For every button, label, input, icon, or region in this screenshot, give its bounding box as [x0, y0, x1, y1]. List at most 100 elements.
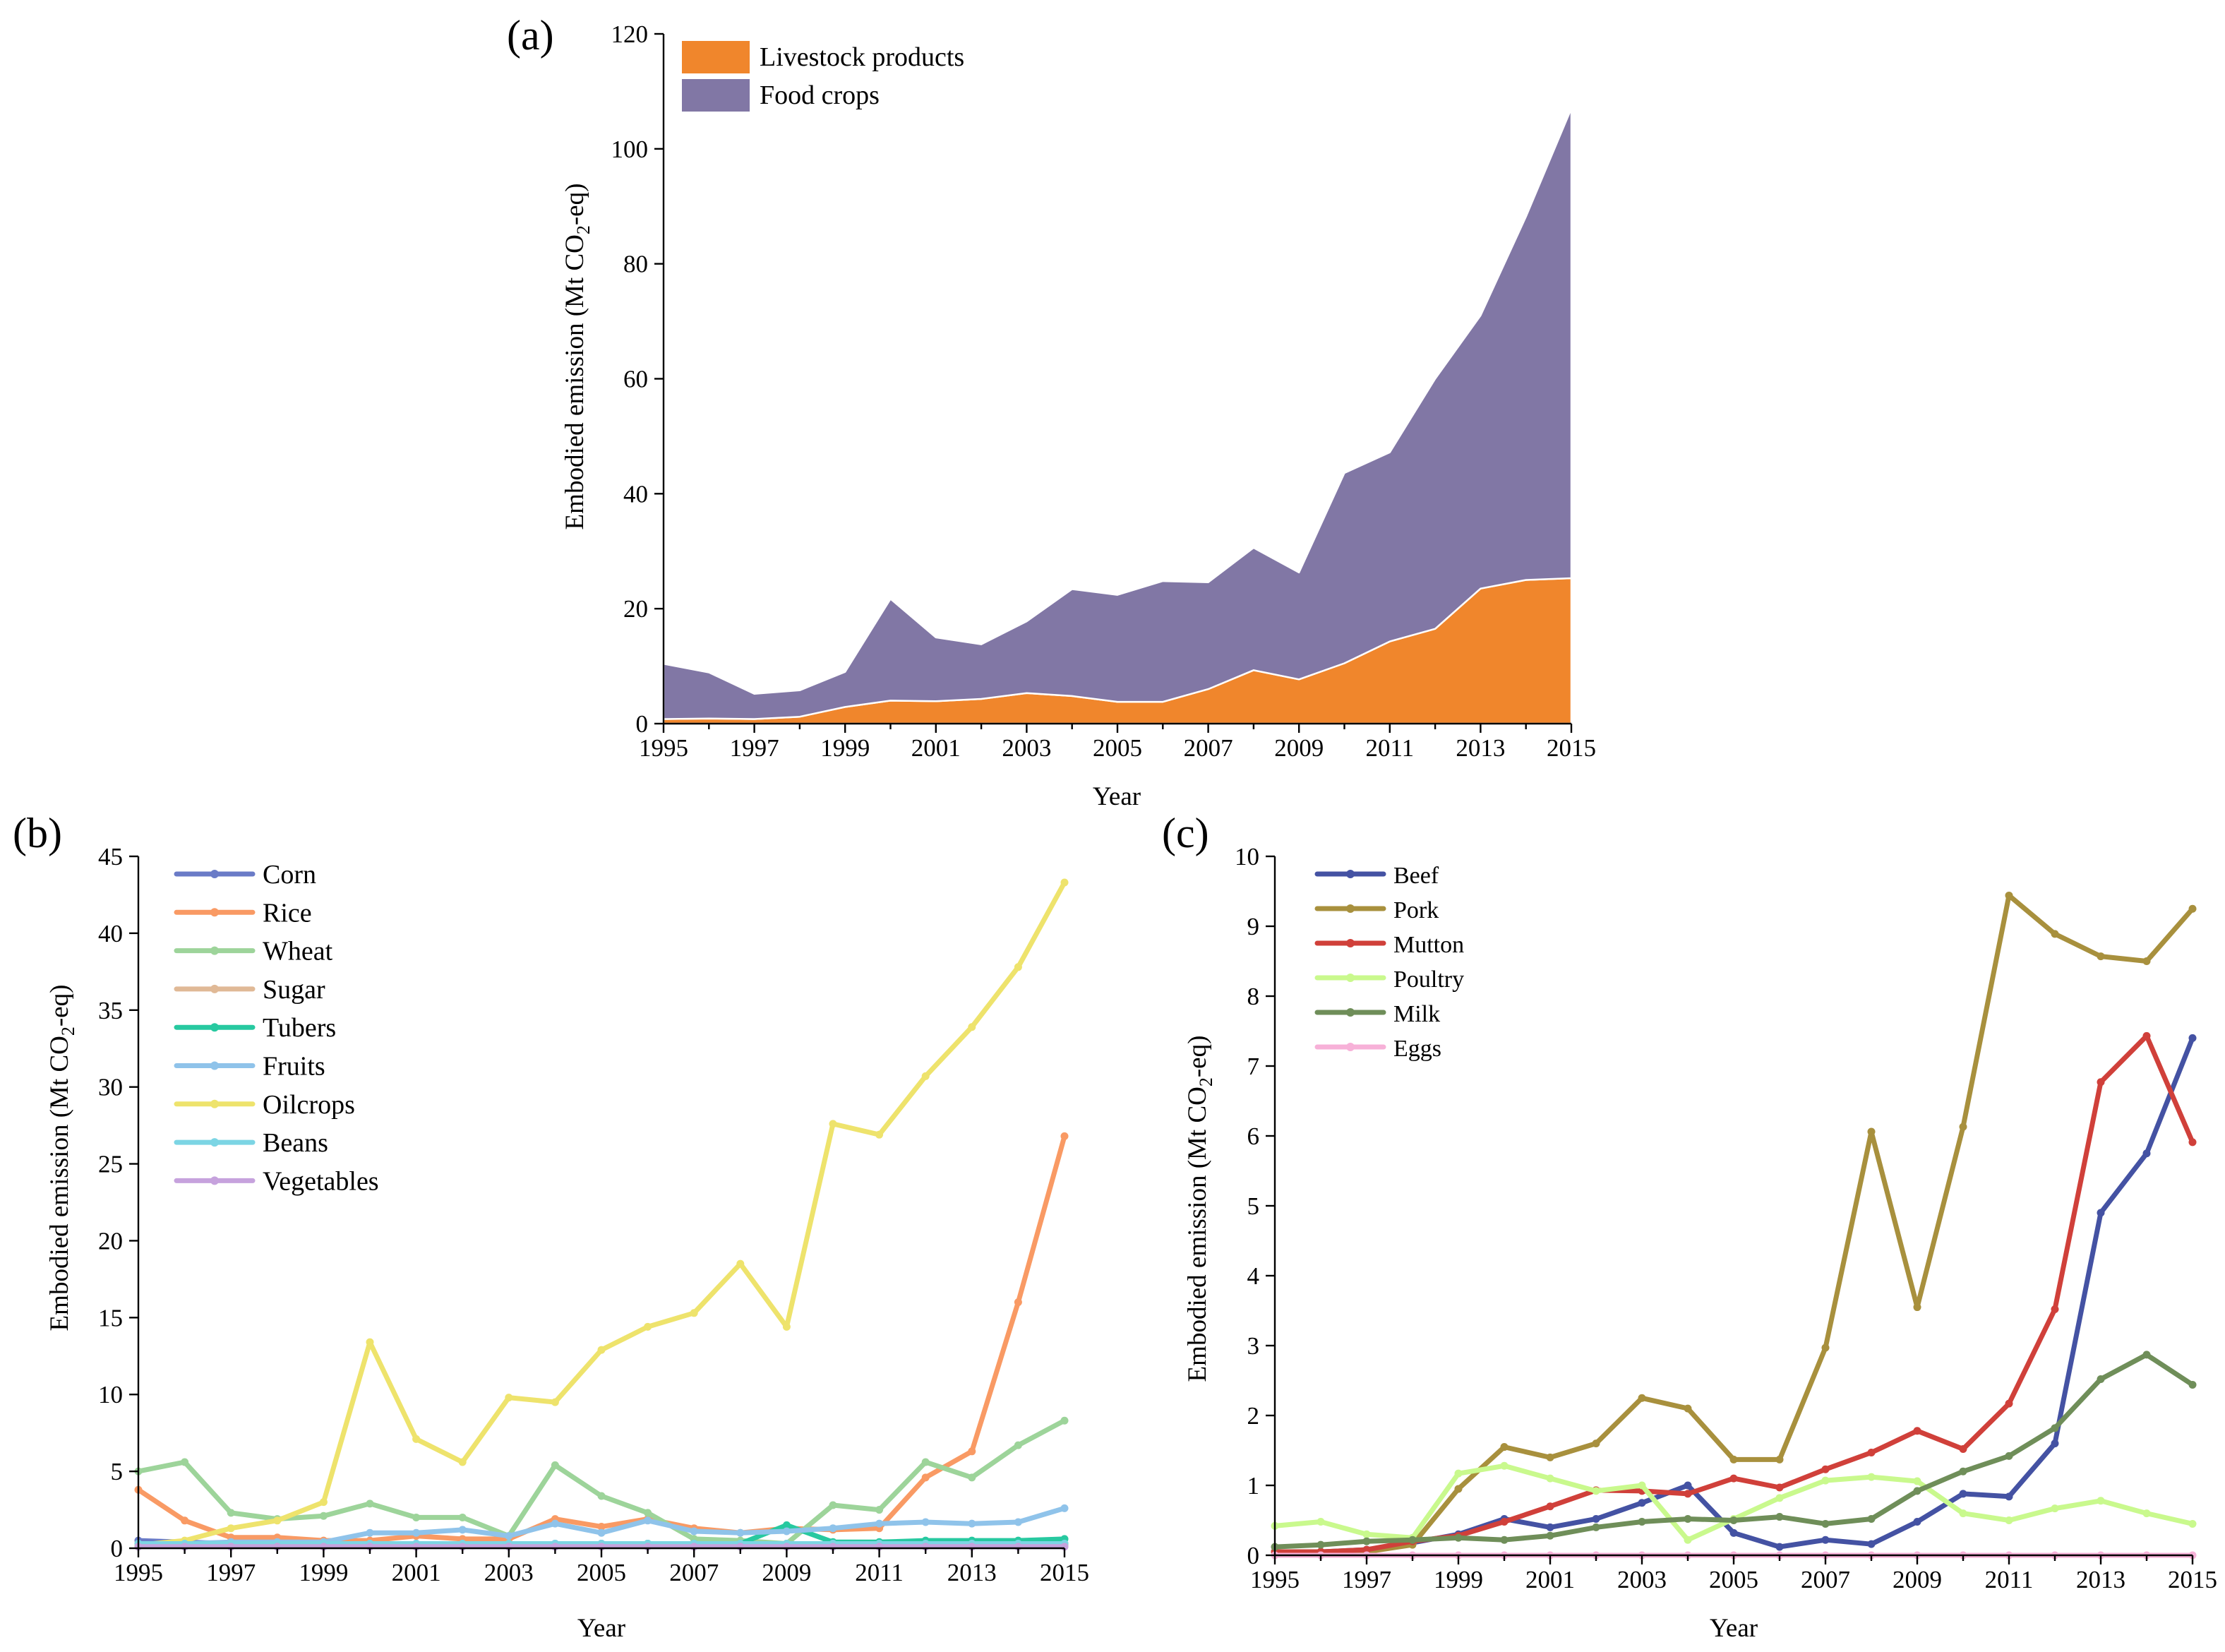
y-tick-label: 5 [111, 1458, 124, 1485]
y-tick-label: 1 [1247, 1472, 1260, 1500]
y-title-subscript: 2 [573, 225, 594, 234]
point-pork [1454, 1485, 1463, 1493]
point-poultry [2051, 1504, 2059, 1513]
point-milk [2188, 1380, 2197, 1389]
point-mutton [1546, 1502, 1554, 1511]
point-pork [1775, 1455, 1784, 1464]
x-tick-label: 2007 [669, 1559, 719, 1586]
series-milk [1271, 1351, 2197, 1551]
legend-label-mutton: Mutton [1393, 932, 1464, 958]
legend-marker-beans [210, 1138, 219, 1147]
panel-c-x-axis-title: Year [1710, 1614, 1758, 1643]
x-tick-label: 2009 [1274, 734, 1324, 762]
point-pork [1913, 1303, 1921, 1312]
x-tick-label: 2011 [1365, 734, 1414, 762]
point-tubers [782, 1521, 791, 1529]
panel-b-y-axis-title: Embodied emission (Mt CO2-eq) [45, 985, 78, 1331]
point-milk [1592, 1523, 1600, 1531]
point-wheat [1014, 1441, 1022, 1449]
point-mutton [1362, 1545, 1371, 1554]
y-title-end: -eq) [560, 184, 589, 226]
x-tick-label: 1999 [820, 734, 870, 762]
point-wheat [1060, 1416, 1069, 1425]
point-poultry [1821, 1476, 1830, 1485]
x-tick-label: 2001 [911, 734, 961, 762]
point-beef [1684, 1481, 1692, 1490]
point-mutton [1775, 1483, 1784, 1492]
x-tick-label: 1997 [730, 734, 779, 762]
point-fruits [968, 1519, 976, 1528]
series-vegetables [134, 1543, 1069, 1551]
y-tick-label: 80 [623, 251, 648, 278]
point-oilcrops [782, 1322, 791, 1331]
y-tick-label: 35 [98, 997, 123, 1024]
legend-marker-eggs [1346, 1043, 1355, 1051]
point-pork [1729, 1455, 1738, 1464]
point-beef [2142, 1149, 2151, 1158]
point-pork [2097, 952, 2105, 961]
x-tick-label: 2005 [1093, 734, 1142, 762]
y-title-end: -eq) [1183, 1036, 1212, 1078]
point-oilcrops [690, 1309, 698, 1317]
point-mutton [1821, 1465, 1830, 1473]
point-beef [1775, 1543, 1784, 1551]
point-wheat [458, 1513, 467, 1521]
point-mutton [1867, 1448, 1876, 1456]
point-milk [1500, 1536, 1509, 1544]
y-tick-label: 100 [611, 136, 649, 163]
x-tick-label: 1997 [206, 1559, 256, 1586]
y-tick-label: 15 [98, 1304, 123, 1331]
y-title-main: Embodied emission (Mt CO [560, 234, 589, 529]
legend-marker-fruits [210, 1061, 219, 1070]
point-pork [2005, 891, 2013, 899]
x-tick-label: 2003 [1617, 1566, 1667, 1593]
point-beef [1867, 1540, 1876, 1548]
x-tick-label: 2011 [1985, 1566, 2034, 1593]
point-milk [1913, 1487, 1921, 1495]
legend-label-eggs: Eggs [1393, 1036, 1441, 1062]
legend-marker-poultry [1346, 974, 1355, 982]
legend-marker-tubers [210, 1023, 219, 1032]
point-fruits [644, 1516, 652, 1525]
y-tick-label: 3 [1247, 1332, 1260, 1360]
series-oilcrops [134, 878, 1069, 1550]
point-mutton [1729, 1474, 1738, 1483]
legend-label-oilcrops: Oilcrops [263, 1090, 355, 1120]
point-pork [1638, 1394, 1646, 1402]
panel-a-areas [662, 107, 1573, 725]
area-food-crops [662, 107, 1573, 720]
panel-c-line-chart: (c) 1995 1997 1999 2001 2003 2005 2007 2009 2011… [1162, 810, 2217, 1643]
point-poultry [2097, 1497, 2105, 1505]
point-poultry [1592, 1487, 1600, 1495]
legend-marker-beef [1346, 870, 1355, 878]
point-oilcrops [319, 1498, 328, 1507]
x-tick-label: 2007 [1184, 734, 1233, 762]
point-poultry [1913, 1477, 1921, 1485]
point-fruits [1060, 1504, 1069, 1512]
point-poultry [1775, 1494, 1784, 1502]
x-tick-label: 2009 [762, 1559, 811, 1586]
point-milk [1317, 1540, 1325, 1549]
point-fruits [366, 1528, 374, 1537]
y-title-end: -eq) [45, 985, 74, 1027]
point-rice [968, 1447, 976, 1456]
point-mutton [2142, 1031, 2151, 1040]
y-tick-label: 9 [1247, 913, 1260, 940]
point-milk [1775, 1513, 1784, 1521]
point-fruits [829, 1524, 837, 1533]
legend-marker-mutton [1346, 939, 1355, 947]
point-milk [1821, 1519, 1830, 1528]
legend-label-beef: Beef [1393, 863, 1439, 889]
legend-marker-pork [1346, 904, 1355, 913]
point-wheat [829, 1501, 837, 1509]
legend-label-vegetables: Vegetables [263, 1166, 379, 1196]
y-tick-label: 6 [1247, 1123, 1260, 1150]
panel-c-y-axis-title: Embodied emission (Mt CO2-eq) [1183, 1036, 1216, 1382]
point-mutton [2051, 1305, 2059, 1314]
x-tick-label: 2013 [1456, 734, 1505, 762]
point-wheat [412, 1513, 421, 1521]
point-pork [1684, 1404, 1692, 1413]
point-fruits [458, 1526, 467, 1534]
x-tick-label: 2001 [392, 1559, 441, 1586]
point-mutton [2005, 1399, 2013, 1408]
